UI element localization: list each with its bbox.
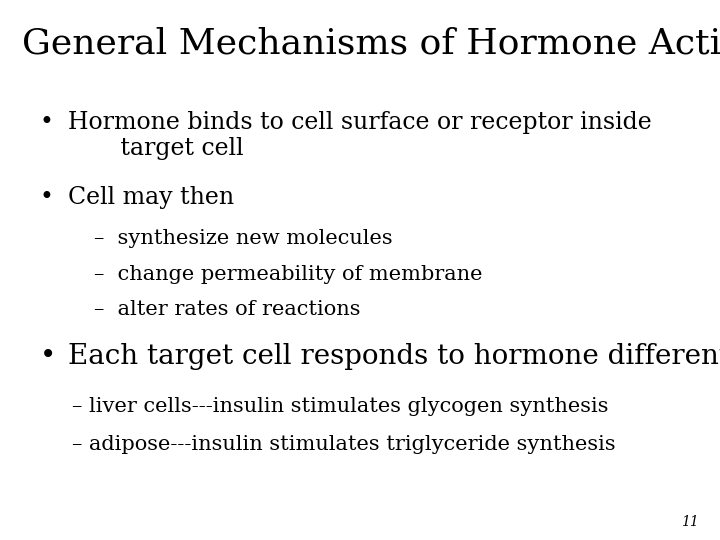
Text: General Mechanisms of Hormone Action: General Mechanisms of Hormone Action [22,27,720,61]
Text: 11: 11 [680,515,698,529]
Text: –  synthesize new molecules: – synthesize new molecules [94,230,392,248]
Text: –  change permeability of membrane: – change permeability of membrane [94,265,482,284]
Text: – adipose---insulin stimulates triglyceride synthesis: – adipose---insulin stimulates triglycer… [72,435,616,454]
Text: Hormone binds to cell surface or receptor inside
       target cell: Hormone binds to cell surface or recepto… [68,111,652,160]
Text: – liver cells---insulin stimulates glycogen synthesis: – liver cells---insulin stimulates glyco… [72,397,608,416]
Text: Cell may then: Cell may then [68,186,235,210]
Text: •: • [40,186,53,210]
Text: –  alter rates of reactions: – alter rates of reactions [94,300,360,319]
Text: Each target cell responds to hormone differently: Each target cell responds to hormone dif… [68,343,720,370]
Text: •: • [40,111,53,134]
Text: •: • [40,343,56,370]
